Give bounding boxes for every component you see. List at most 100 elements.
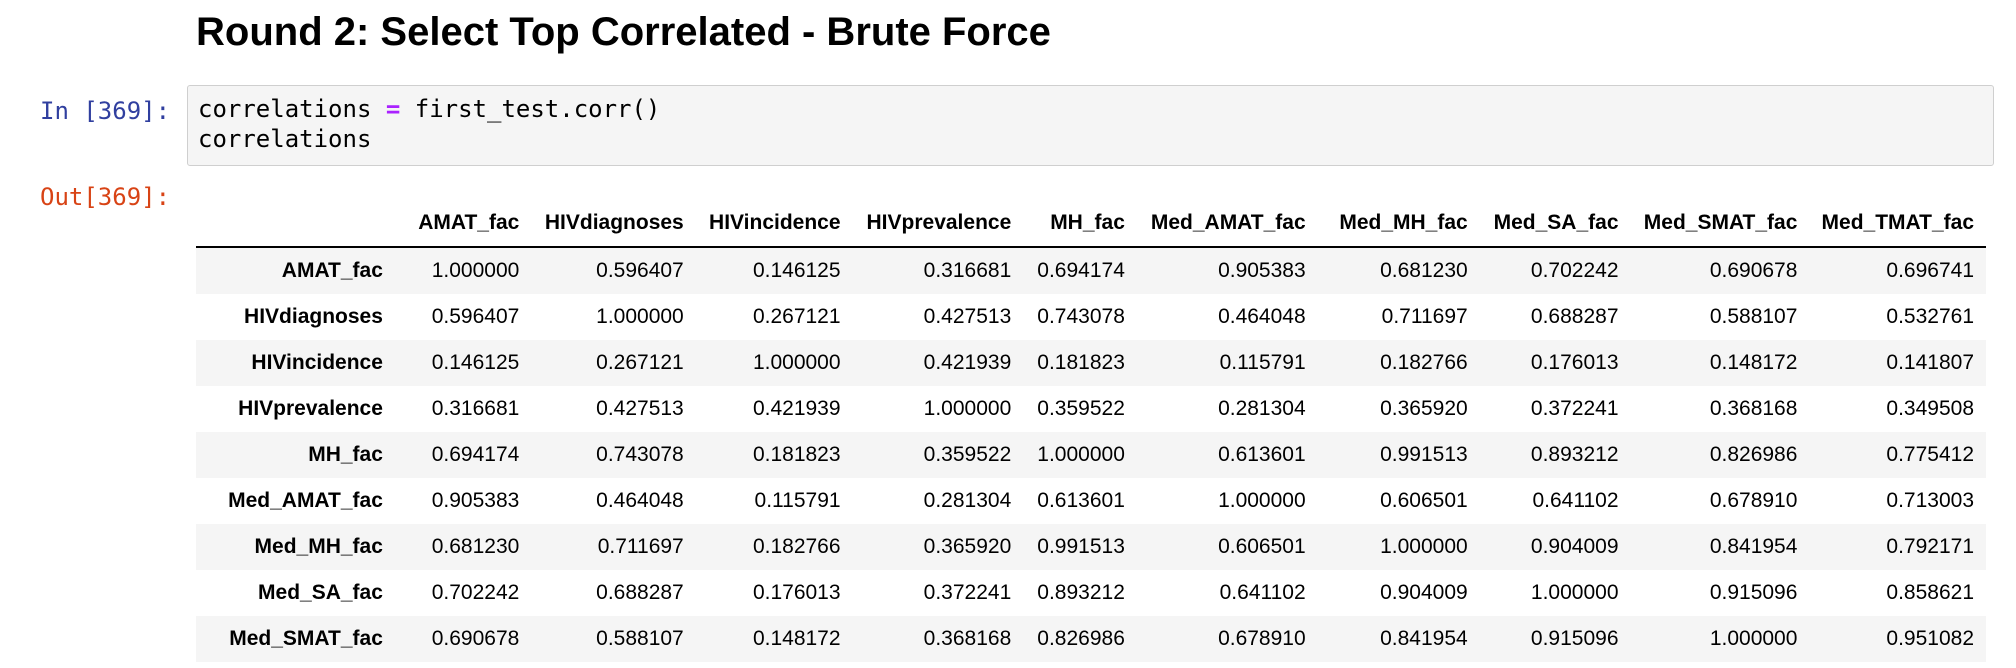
correlation-dataframe: AMAT_fac HIVdiagnoses HIVincidence HIVpr… [196,200,1986,662]
row-label: HIVdiagnoses [244,305,383,328]
table-cell: 0.792171 [1886,535,1974,558]
table-row: HIVincidence 0.146125 0.267121 1.000000 0.42… [196,340,1986,386]
table-body: AMAT_fac 1.000000 0.596407 0.146125 0.316681… [196,247,1986,662]
table-cell: 0.596407 [431,305,520,328]
code-token: correlations [198,95,386,123]
table-cell: 0.702242 [431,581,520,604]
table-cell: 0.588107 [1709,305,1798,328]
table-cell: 0.115791 [1219,351,1306,374]
table-cell: 0.826986 [1709,443,1798,466]
table-cell: 0.365920 [923,535,1012,558]
table-cell: 1.000000 [1037,443,1125,466]
table-cell: 0.316681 [431,397,520,420]
code-token: first_test.corr() [400,95,661,123]
table-cell: 0.694174 [431,443,520,466]
table-cell: 0.349508 [1886,397,1974,420]
table-cell: 0.176013 [1530,351,1619,374]
table-cell: 0.915096 [1530,627,1619,650]
table-cell: 0.904009 [1530,535,1619,558]
column-header: Med_SA_fac [1479,200,1631,248]
table-cell: 0.182766 [752,535,841,558]
row-label: Med_MH_fac [254,535,383,558]
table-cell: 0.365920 [1380,397,1468,420]
table-cell: 0.606501 [1218,535,1306,558]
table-cell: 0.893212 [1530,443,1619,466]
table-cell: 0.281304 [1218,397,1306,420]
table-cell: 0.613601 [1218,443,1306,466]
table-cell: 1.000000 [752,351,841,374]
column-header: Med_TMAT_fac [1809,200,1986,248]
index-header [196,200,395,248]
table-cell: 0.427513 [923,305,1012,328]
table-row: Med_SMAT_fac 0.690678 0.588107 0.148172 0.36… [196,616,1986,662]
table-cell: 0.368168 [1709,397,1798,420]
column-header: HIVprevalence [852,200,1024,248]
table-cell: 0.694174 [1037,259,1125,282]
row-label: Med_SMAT_fac [229,627,383,650]
table-cell: 0.688287 [596,581,684,604]
table-cell: 0.148172 [1709,351,1798,374]
output-prompt: Out[369]: [40,183,171,211]
table-cell: 0.427513 [596,397,684,420]
code-line: correlations [198,125,372,153]
table-cell: 0.702242 [1530,259,1619,282]
table-cell: 1.000000 [596,305,684,328]
table-cell: 0.372241 [923,581,1012,604]
table-row: Med_SA_fac 0.702242 0.688287 0.176013 0.3722… [196,570,1986,616]
table-cell: 0.464048 [1218,305,1306,328]
table-cell: 0.681230 [431,535,520,558]
table-cell: 0.176013 [752,581,841,604]
table-cell: 0.711697 [597,535,684,558]
table-cell: 0.372241 [1530,397,1619,420]
table-cell: 0.858621 [1886,581,1974,604]
table-cell: 0.690678 [1709,259,1798,282]
table-cell: 0.182766 [1380,351,1468,374]
table-cell: 1.000000 [1709,627,1798,650]
column-header: Med_AMAT_fac [1136,200,1318,248]
table-cell: 0.368168 [923,627,1012,650]
table-cell: 0.596407 [596,259,684,282]
table-row: AMAT_fac 1.000000 0.596407 0.146125 0.316681… [196,247,1986,294]
table-cell: 0.267121 [596,351,684,374]
table-cell: 1.000000 [1380,535,1468,558]
row-label: HIVincidence [251,351,383,374]
table-cell: 0.713003 [1886,489,1974,512]
table-cell: 0.991513 [1380,443,1468,466]
table-cell: 0.316681 [923,259,1012,282]
table-cell: 0.991513 [1037,535,1125,558]
code-input-cell[interactable]: correlations = first_test.corr() correla… [187,85,1994,166]
table-cell: 0.464048 [596,489,684,512]
table-cell: 0.359522 [1037,397,1125,420]
table-cell: 0.688287 [1530,305,1619,328]
column-header: MH_fac [1023,200,1137,248]
table-cell: 0.641102 [1532,489,1619,512]
table-row: MH_fac 0.694174 0.743078 0.181823 0.359522 1.… [196,432,1986,478]
table-cell: 0.696741 [1886,259,1974,282]
table-cell: 0.146125 [752,259,841,282]
table-cell: 0.181823 [1037,351,1125,374]
row-label: HIVprevalence [238,397,383,420]
input-prompt: In [369]: [40,97,171,125]
table-cell: 0.904009 [1380,581,1468,604]
table-cell: 0.641102 [1219,581,1306,604]
table-cell: 0.826986 [1037,627,1125,650]
table-cell: 0.915096 [1709,581,1798,604]
table-cell: 0.115791 [754,489,841,512]
table-cell: 0.421939 [752,397,841,420]
table-cell: 1.000000 [431,259,520,282]
row-label: MH_fac [308,443,383,466]
table-cell: 0.893212 [1037,581,1125,604]
table-cell: 0.606501 [1380,489,1468,512]
table-cell: 0.681230 [1380,259,1468,282]
section-heading: Round 2: Select Top Correlated - Brute F… [196,10,1051,54]
code-operator: = [385,95,401,123]
table-cell: 0.141807 [1886,351,1974,374]
output-area[interactable]: AMAT_fac HIVdiagnoses HIVincidence HIVpr… [196,200,1986,668]
column-header: AMAT_fac [394,200,532,248]
table-cell: 0.588107 [596,627,684,650]
table-cell: 0.181823 [752,443,841,466]
table-cell: 0.841954 [1709,535,1798,558]
table-row: HIVprevalence 0.316681 0.427513 0.421939 1.0… [196,386,1986,432]
table-cell: 0.359522 [923,443,1012,466]
table-cell: 0.267121 [752,305,841,328]
